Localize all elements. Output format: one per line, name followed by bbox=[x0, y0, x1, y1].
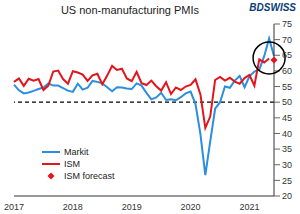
svg-text:25: 25 bbox=[282, 176, 292, 186]
svg-text:55: 55 bbox=[282, 82, 292, 92]
svg-text:2020: 2020 bbox=[181, 202, 201, 212]
svg-text:30: 30 bbox=[282, 160, 292, 170]
svg-text:50: 50 bbox=[282, 97, 292, 107]
svg-text:2017: 2017 bbox=[8, 202, 24, 212]
svg-text:75: 75 bbox=[282, 19, 292, 29]
svg-text:70: 70 bbox=[282, 35, 292, 45]
svg-text:2021: 2021 bbox=[239, 202, 259, 212]
svg-text:35: 35 bbox=[282, 144, 292, 154]
svg-text:40: 40 bbox=[282, 129, 292, 139]
svg-text:2018: 2018 bbox=[63, 202, 83, 212]
svg-text:65: 65 bbox=[282, 50, 292, 60]
html-text:ISM forecast: ISM forecast bbox=[64, 171, 115, 181]
svg-text:2019: 2019 bbox=[122, 202, 142, 212]
html-text:ISM: ISM bbox=[64, 159, 80, 169]
html-text:BDSWISS: BDSWISS bbox=[249, 2, 296, 13]
html-text:Markit: Markit bbox=[64, 147, 89, 157]
svg-text:20: 20 bbox=[282, 191, 292, 201]
svg-text:45: 45 bbox=[282, 113, 292, 123]
svg-text:60: 60 bbox=[282, 66, 292, 76]
html-text:US non-manufacturing PMIs: US non-manufacturing PMIs bbox=[60, 4, 200, 16]
